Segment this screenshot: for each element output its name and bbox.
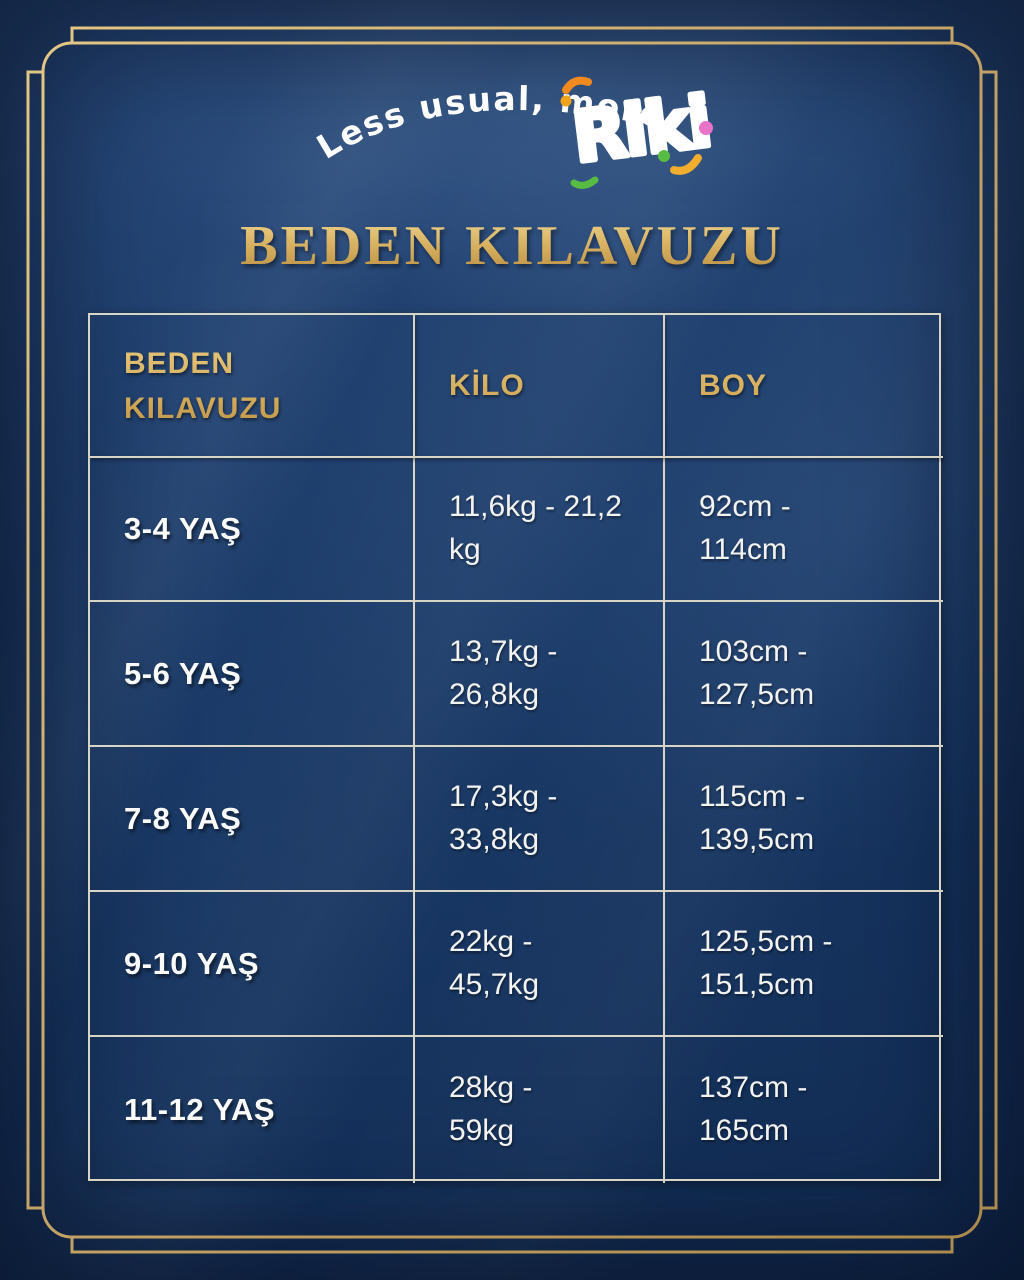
kilo-value-line: 22kg - (449, 924, 533, 958)
riki-accent-green-dot-icon (658, 150, 670, 162)
kilo-value-line: 33,8kg (449, 822, 540, 856)
age-label: 7-8 YAŞ (124, 800, 242, 836)
boy-value-line: 115cm - (699, 779, 806, 813)
table-row-age: 11-12 YAŞ (90, 1037, 415, 1183)
kilo-value-line: 13,7kg - (449, 634, 558, 668)
size-guide-table: BEDEN KILAVUZU KİLO BOY 3-4 YAŞ 11,6kg -… (88, 313, 943, 1183)
frame-outer-line (26, 26, 998, 1254)
table-row-age: 9-10 YAŞ (90, 892, 415, 1037)
age-label: 3-4 YAŞ (124, 511, 242, 546)
table-row-age: 3-4 YAŞ (90, 458, 415, 602)
kilo-value-line: 45,7kg (449, 967, 540, 1001)
kilo-value-line: kg (449, 533, 481, 566)
riki-accent-yellow-curve-icon (670, 154, 702, 175)
table-header-boy: BOY (665, 315, 943, 458)
boy-value-line: 103cm - (699, 634, 808, 668)
riki-accent-green-curve-icon (570, 176, 599, 189)
table-row-boy: 103cm - 127,5cm (665, 602, 943, 747)
brand-logo: Less usual, more Riki (310, 76, 716, 189)
table-row-kilo: 13,7kg - 26,8kg (415, 602, 665, 747)
frame-inner-line (41, 41, 983, 1239)
table-header-kilo: KİLO (415, 315, 665, 458)
page-title: BEDEN KILAVUZU (0, 214, 1024, 278)
table-row-boy: 137cm - 165cm (665, 1037, 943, 1183)
kilo-value-line: 59kg (449, 1114, 515, 1147)
table-row-boy: 92cm - 114cm (665, 458, 943, 602)
kilo-value-line: 17,3kg - (449, 779, 558, 813)
table-row-boy: 115cm - 139,5cm (665, 747, 943, 892)
boy-value-line: 151,5cm (699, 967, 815, 1001)
table-row-age: 7-8 YAŞ (90, 747, 415, 892)
boy-value-line: 139,5cm (699, 822, 815, 856)
table-row-kilo: 28kg - 59kg (415, 1037, 665, 1183)
riki-accent-pink-dot-icon (699, 121, 713, 135)
boy-value-line: 165cm (699, 1114, 790, 1147)
boy-value-line: 114cm (699, 533, 787, 566)
riki-accent-orange-arc-icon (562, 76, 592, 94)
boy-value-line: 125,5cm - (699, 924, 833, 958)
boy-value-line: 92cm - (699, 490, 791, 524)
table-row-boy: 125,5cm - 151,5cm (665, 892, 943, 1037)
riki-accent-yellow-dot-icon (560, 95, 572, 107)
table-row-kilo: 17,3kg - 33,8kg (415, 747, 665, 892)
boy-value-line: 137cm - (699, 1071, 808, 1105)
age-label: 9-10 YAŞ (124, 945, 259, 981)
kilo-value-line: 28kg - (449, 1071, 533, 1105)
kilo-value-line: 26,8kg (449, 677, 540, 711)
kilo-value-line: 11,6kg - 21,2 (449, 490, 622, 524)
age-label: 11-12 YAŞ (124, 1092, 276, 1127)
table-row-age: 5-6 YAŞ (90, 602, 415, 747)
table-header-beden: BEDEN KILAVUZU (90, 315, 415, 458)
table-row-kilo: 11,6kg - 21,2 kg (415, 458, 665, 602)
age-label: 5-6 YAŞ (124, 655, 242, 691)
table-row-kilo: 22kg - 45,7kg (415, 892, 665, 1037)
boy-value-line: 127,5cm (699, 677, 815, 711)
